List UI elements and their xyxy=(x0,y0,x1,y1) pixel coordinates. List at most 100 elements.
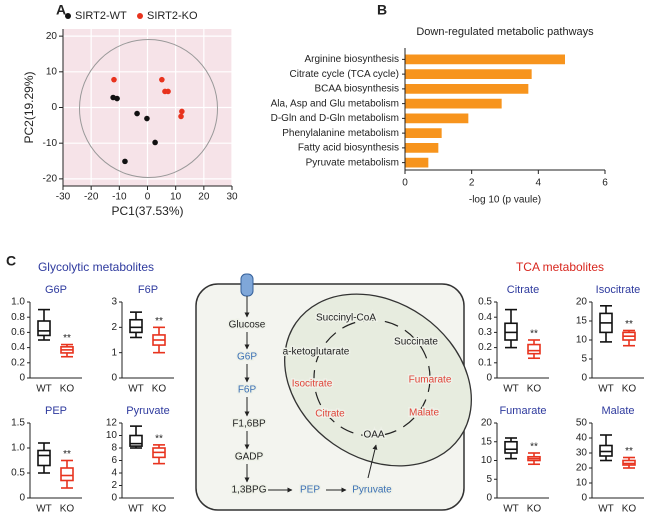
box xyxy=(60,467,74,482)
point xyxy=(144,115,150,122)
diagram-node: Succinate xyxy=(394,337,438,348)
y-tick-label: BCAA biosynthesis xyxy=(315,84,400,95)
y-tick-label: 15 xyxy=(576,316,588,327)
bar xyxy=(405,84,529,94)
point xyxy=(122,158,128,165)
panel-label: A xyxy=(56,2,66,18)
x-tick-label: -20 xyxy=(84,192,99,203)
y-tick-label: 6 xyxy=(111,455,117,466)
y-tick-label: Phenylalanine metabolism xyxy=(282,128,399,139)
x-tick-label: KO xyxy=(152,384,167,395)
legend-marker xyxy=(65,13,71,19)
y-tick-label: 20 xyxy=(481,418,493,429)
legend-label: SIRT2-KO xyxy=(147,10,198,22)
y-tick-label: -10 xyxy=(43,138,58,149)
diagram-node: Succinyl-CoA xyxy=(316,313,376,324)
y-tick-label: 10 xyxy=(481,455,493,466)
diagram-node: Isocitrate xyxy=(292,379,333,390)
diagram-node: Fumarate xyxy=(409,375,452,386)
y-tick-label: 0.2 xyxy=(11,357,25,368)
box xyxy=(129,318,143,334)
x-tick-label: WT xyxy=(598,384,614,395)
y-tick-label: 5 xyxy=(486,474,492,485)
arrow xyxy=(367,444,378,479)
y-tick-label: 0.5 xyxy=(11,468,25,479)
diagram-node: a-ketoglutarate xyxy=(283,347,350,358)
diagram-node: F1,6BP xyxy=(232,419,266,430)
x-tick-label: 0 xyxy=(402,178,408,189)
bar xyxy=(405,157,429,168)
bar xyxy=(405,98,502,109)
y-tick-label: 30 xyxy=(576,448,588,459)
bar xyxy=(405,128,442,138)
x-axis-label: -log 10 (p vaule) xyxy=(469,195,541,206)
y-tick-label: Citrate cycle (TCA cycle) xyxy=(290,69,399,80)
x-tick-label: 20 xyxy=(198,192,210,203)
confidence-circle xyxy=(79,39,218,178)
y-tick-label: 1 xyxy=(111,347,117,358)
chart-title: Pyruvate xyxy=(126,405,169,417)
y-tick-label: 1.5 xyxy=(11,418,25,429)
y-tick-label: -20 xyxy=(43,174,58,185)
y-tick-label: 15 xyxy=(481,436,493,447)
y-tick-label: 0.4 xyxy=(478,312,492,323)
point xyxy=(159,76,165,83)
y-tick-label: 2 xyxy=(111,480,117,491)
point xyxy=(165,88,171,95)
x-tick-label: WT xyxy=(36,384,52,395)
y-tick-label: 1.0 xyxy=(11,443,25,454)
bar xyxy=(405,143,439,153)
y-tick-label: 4 xyxy=(111,468,117,479)
chart-title: G6P xyxy=(45,284,67,296)
significance: ** xyxy=(63,333,71,344)
y-tick-label: 0.3 xyxy=(478,327,492,338)
y-tick-label: 12 xyxy=(106,418,118,429)
x-tick-label: WT xyxy=(128,384,144,395)
diagram-node: 1,3BPG xyxy=(231,485,266,496)
point xyxy=(152,139,158,146)
box xyxy=(504,440,518,454)
y-tick-label: 10 xyxy=(576,478,588,489)
diagram-node: Glucose xyxy=(229,320,266,331)
legend-label: SIRT2-WT xyxy=(75,10,127,22)
point xyxy=(134,110,140,117)
y-tick-label: 1.0 xyxy=(11,297,25,308)
y-tick-label: 0.1 xyxy=(478,357,492,368)
box xyxy=(129,434,143,447)
bar xyxy=(405,113,469,124)
x-tick-label: 10 xyxy=(170,192,182,203)
significance: ** xyxy=(625,446,633,457)
chart-title: Malate xyxy=(601,405,634,417)
x-tick-label: WT xyxy=(36,504,52,515)
significance: ** xyxy=(155,434,163,445)
diagram-node: Pyruvate xyxy=(352,485,392,496)
x-tick-label: WT xyxy=(503,384,519,395)
y-tick-label: 0.2 xyxy=(478,342,492,353)
bar xyxy=(405,69,532,79)
y-tick-label: 0 xyxy=(51,102,57,113)
section-title: TCA metabolites xyxy=(516,260,604,274)
panel-label: B xyxy=(377,2,387,18)
y-tick-label: Ala, Asp and Glu metabolism xyxy=(271,98,399,109)
x-tick-label: KO xyxy=(60,384,75,395)
tca-cycle xyxy=(313,319,431,437)
x-tick-label: KO xyxy=(60,504,75,515)
diagram-node: GADP xyxy=(235,452,264,463)
y-tick-label: 0 xyxy=(486,493,492,504)
y-tick-label: 0.5 xyxy=(478,297,492,308)
y-tick-label: 50 xyxy=(576,418,588,429)
y-tick-label: 10 xyxy=(106,430,118,441)
x-tick-label: KO xyxy=(527,384,542,395)
y-tick-label: 0 xyxy=(111,493,117,504)
y-tick-label: 0 xyxy=(486,373,492,384)
chart-title: Down-regulated metabolic pathways xyxy=(416,26,594,38)
x-tick-label: 4 xyxy=(536,178,542,189)
x-tick-label: 2 xyxy=(469,178,475,189)
point xyxy=(179,108,185,115)
y-tick-label: 0 xyxy=(19,373,25,384)
x-tick-label: KO xyxy=(622,504,637,515)
x-tick-label: 0 xyxy=(145,192,151,203)
y-tick-label: 0 xyxy=(111,373,117,384)
y-tick-label: 0.8 xyxy=(11,312,25,323)
point xyxy=(178,113,184,120)
